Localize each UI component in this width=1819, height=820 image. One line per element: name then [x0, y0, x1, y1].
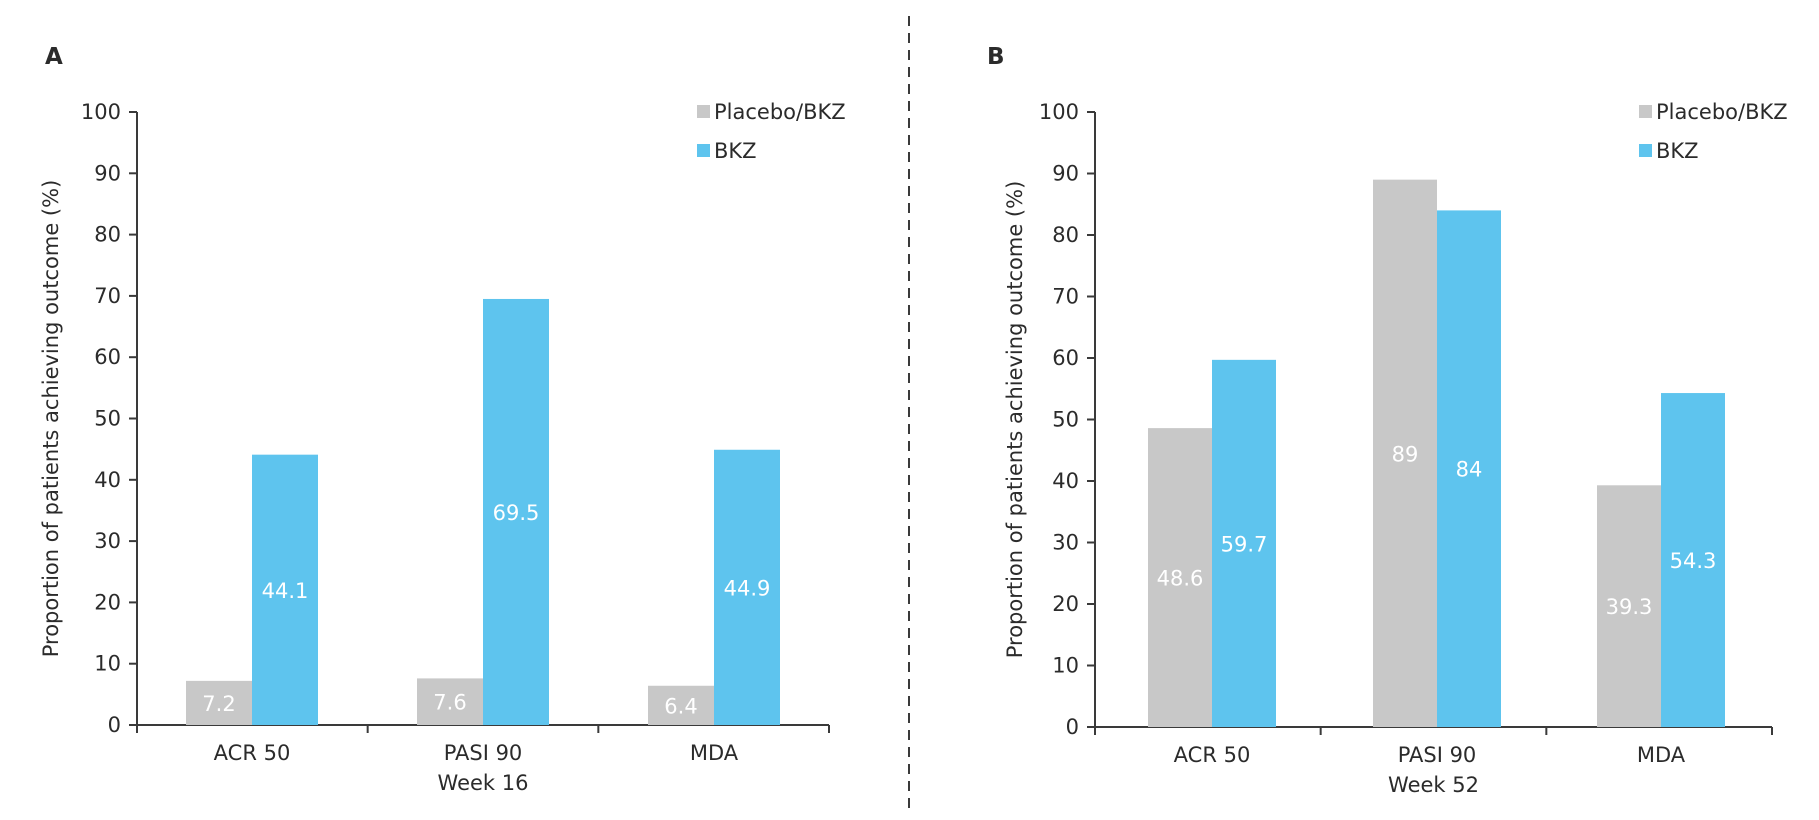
panel-a-data-label: 7.6	[433, 691, 466, 715]
panel-a-y-tick-label: 70	[94, 284, 121, 308]
panel-b-data-label: 59.7	[1221, 532, 1268, 556]
panel-b-y-tick-label: 70	[1052, 285, 1079, 309]
panel-b-x-axis-title: Week 52	[1388, 773, 1479, 797]
panel-b-data-label: 48.6	[1157, 567, 1204, 591]
panel-b-legend-label: BKZ	[1656, 139, 1699, 163]
panel-b-label: B	[987, 44, 1005, 70]
panel-a-data-label: 6.4	[664, 694, 697, 718]
panel-a-bar-placebo-bkz-mda	[648, 685, 714, 725]
panel-b-legend-swatch-placebo-bkz	[1639, 105, 1652, 118]
panel-a-legend-label: BKZ	[714, 139, 757, 163]
panel-b-bar-bkz-acr-50	[1212, 359, 1276, 727]
panel-a-y-axis-title: Proportion of patients achieving outcome…	[39, 180, 63, 658]
panel-b-y-tick-label: 80	[1052, 223, 1079, 247]
panel-b-bar-bkz-pasi-90	[1437, 210, 1501, 727]
panel-a-y-tick-label: 10	[94, 652, 121, 676]
panel-b-chart: B 0 10 20 30 40 50 60 70 80 90 100 Proportion of pat…	[987, 44, 1788, 797]
panel-a-y-tick-label: 0	[108, 713, 121, 737]
panel-b-data-label: 39.3	[1606, 595, 1653, 619]
panel-a-y-tick-label: 60	[94, 345, 121, 369]
panel-b-bar-placebo-bkz-pasi-90	[1373, 179, 1437, 727]
panel-b-y-tick-label: 30	[1052, 531, 1079, 555]
panel-b-category-label: MDA	[1637, 743, 1686, 767]
panel-a-y-tick-label: 90	[94, 161, 121, 185]
panel-b-y-tick-label: 100	[1039, 100, 1079, 124]
panel-b-bar-bkz-mda	[1661, 393, 1725, 727]
panel-b-y-tick-label: 50	[1052, 408, 1079, 432]
panel-b-y-tick-label: 20	[1052, 592, 1079, 616]
panel-b-y-tick-label: 0	[1066, 715, 1079, 739]
panel-a-legend-swatch-bkz	[697, 144, 710, 157]
panel-a-y-tick-label: 50	[94, 407, 121, 431]
panel-b-data-label: 54.3	[1670, 549, 1717, 573]
panel-a-category-label: ACR 50	[214, 741, 291, 765]
panel-a-legend-label: Placebo/BKZ	[714, 100, 846, 124]
panel-b-data-label: 89	[1392, 442, 1419, 466]
panel-b-category-label: ACR 50	[1174, 743, 1251, 767]
panel-a-y-tick-label: 80	[94, 223, 121, 247]
panel-a-bar-bkz-pasi-90	[483, 298, 549, 725]
panel-a-data-label: 44.1	[262, 579, 309, 603]
panel-a-y-tick-label: 20	[94, 590, 121, 614]
panel-a-category-label: PASI 90	[444, 741, 523, 765]
panel-a-legend-swatch-placebo-bkz	[697, 105, 710, 118]
panel-a-category-label: MDA	[690, 741, 739, 765]
panel-a-x-axis-title: Week 16	[438, 771, 529, 795]
panel-a-data-label: 69.5	[493, 501, 540, 525]
panel-a-y-tick-label: 40	[94, 468, 121, 492]
panel-b-category-label: PASI 90	[1398, 743, 1477, 767]
panel-b-legend-label: Placebo/BKZ	[1656, 100, 1788, 124]
panel-a-bar-bkz-mda	[714, 449, 780, 725]
panel-a-y-tick-label: 100	[81, 100, 121, 124]
panel-b-legend-swatch-bkz	[1639, 144, 1652, 157]
panel-b-y-tick-label: 60	[1052, 346, 1079, 370]
panel-b-y-tick-label: 10	[1052, 654, 1079, 678]
panel-a-bar-placebo-bkz-acr-50	[186, 680, 252, 725]
panel-b-bar-placebo-bkz-acr-50	[1148, 428, 1212, 727]
panel-a-bar-bkz-acr-50	[252, 454, 318, 725]
panel-a-data-label: 7.2	[202, 692, 235, 716]
panel-b-data-label: 84	[1456, 458, 1483, 482]
panel-b-y-tick-label: 40	[1052, 469, 1079, 493]
panel-b-y-tick-label: 90	[1052, 162, 1079, 186]
panel-a-label: A	[45, 44, 63, 70]
panel-a-chart: A 0 10 20 30 40 50 60 70 80 90 100 Proportion of pat…	[39, 44, 846, 795]
panel-a-data-label: 44.9	[724, 576, 771, 600]
panel-b-bar-placebo-bkz-mda	[1597, 485, 1661, 727]
panel-b-y-axis-title: Proportion of patients achieving outcome…	[1003, 181, 1027, 659]
panel-a-y-tick-label: 30	[94, 529, 121, 553]
panel-a-bar-placebo-bkz-pasi-90	[417, 678, 483, 725]
